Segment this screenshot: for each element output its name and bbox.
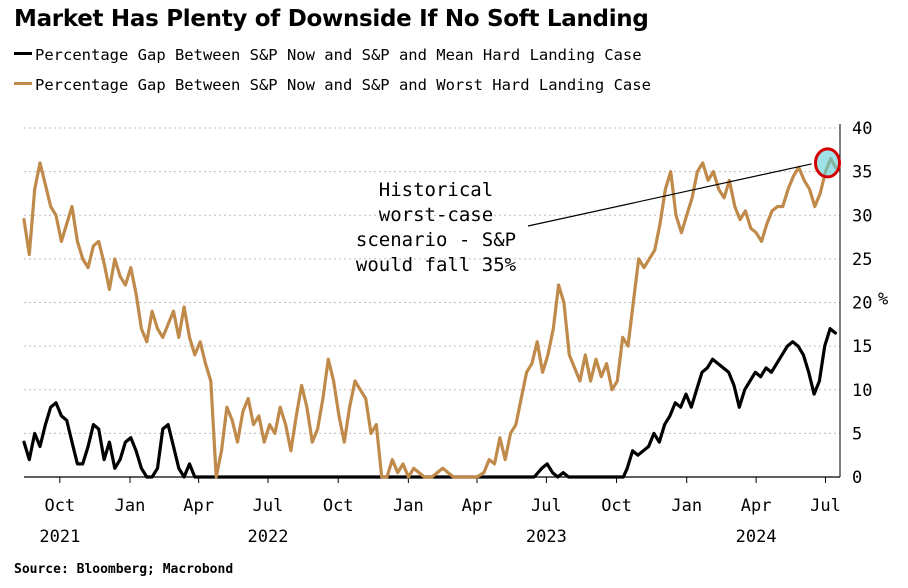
annotation-line-1: Historical	[379, 179, 493, 201]
x-year-label-3: 2022	[248, 527, 289, 547]
series-line-worst	[22, 156, 837, 479]
y-tick-label-0: 0	[852, 468, 862, 488]
legend-label-mean: Percentage Gap Between S&P Now and S&P a…	[35, 46, 642, 64]
legend-item-mean: Percentage Gap Between S&P Now and S&P a…	[14, 46, 642, 64]
legend-swatch-mean	[14, 52, 32, 55]
y-tick-label-5: 5	[852, 424, 862, 444]
x-tick-label-0: Oct	[44, 496, 75, 516]
x-tick-label-7: Jul	[531, 496, 562, 516]
legend-label-worst: Percentage Gap Between S&P Now and S&P a…	[35, 76, 651, 94]
y-tick-label-40: 40	[852, 119, 872, 139]
chart-plot: 0 5 10 15 20 25 30 35 40% Oct 2021 Jan Apr Jul 2022 Oct…	[22, 119, 888, 547]
legend-swatch-worst	[14, 82, 32, 85]
highlight-marker-ring	[814, 147, 842, 179]
y-tick-label-25: 25	[852, 250, 872, 270]
annotation-line-4: would fall 35%	[356, 254, 517, 276]
y-tick-label-35: 35	[852, 163, 872, 183]
x-tick-label-11: Jul	[810, 496, 841, 516]
y-tick-label-15: 15	[852, 337, 872, 357]
legend-item-worst: Percentage Gap Between S&P Now and S&P a…	[14, 76, 651, 94]
annotation-leader-line	[527, 163, 812, 227]
x-year-label-7: 2023	[526, 527, 567, 547]
y-tick-label-20: 20	[852, 294, 872, 314]
x-tick-label-2: Apr	[183, 496, 214, 516]
y-tick-label-10: 10	[852, 381, 872, 401]
x-tick-label-1: Jan	[115, 496, 146, 516]
x-year-label-0: 2021	[39, 527, 80, 547]
annotation-line-2: worst-case	[379, 204, 493, 226]
x-tick-label-4: Oct	[323, 496, 354, 516]
x-tick-label-10: Apr	[741, 496, 772, 516]
x-tick-label-6: Apr	[462, 496, 493, 516]
y-unit-label: %	[878, 290, 888, 310]
x-year-label-10: 2024	[736, 527, 777, 547]
x-tick-label-5: Jan	[393, 496, 424, 516]
series-line-mean	[22, 327, 837, 479]
x-tick-label-3: Jul	[253, 496, 284, 516]
x-tick-label-8: Oct	[601, 496, 632, 516]
highlight-marker-fill	[815, 148, 840, 177]
x-tick-label-9: Jan	[671, 496, 702, 516]
chart-title: Market Has Plenty of Downside If No Soft…	[14, 6, 649, 32]
source-note: Source: Bloomberg; Macrobond	[14, 562, 234, 577]
y-tick-label-30: 30	[852, 206, 872, 226]
annotation-line-3: scenario - S&P	[356, 229, 516, 251]
